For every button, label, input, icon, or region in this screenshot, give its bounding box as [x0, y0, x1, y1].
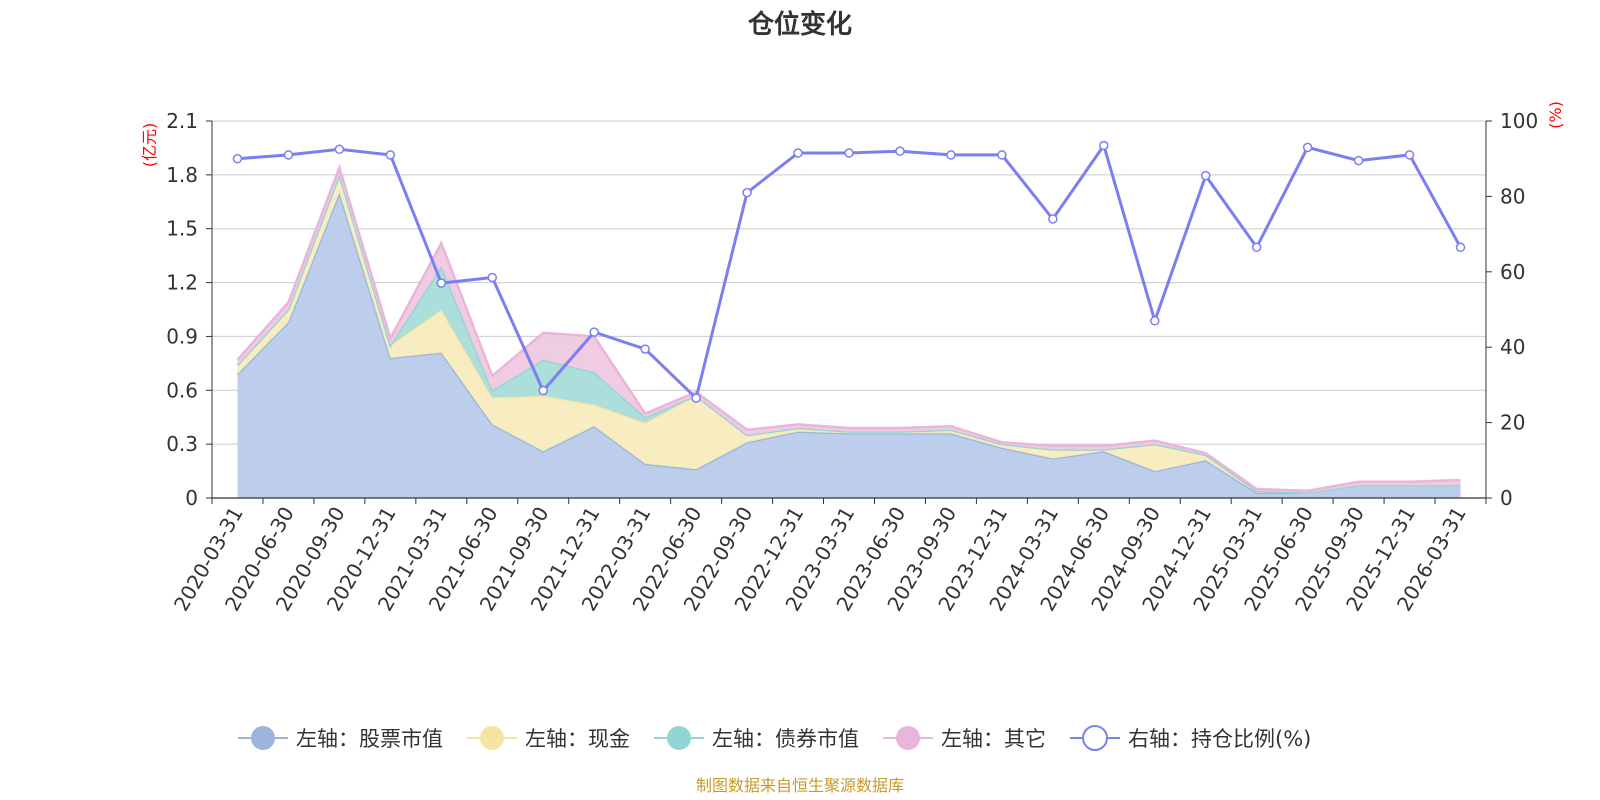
legend-item: 左轴：现金 [467, 726, 630, 751]
area-edge-左轴：其它 [236, 163, 1461, 493]
legend-marker-icon [1082, 725, 1108, 751]
legend-label: 右轴：持仓比例(%) [1128, 727, 1311, 751]
left-axis-unit: (亿元) [140, 123, 159, 168]
legend-marker-icon [480, 726, 504, 750]
right-axis-tick-label: 20 [1500, 411, 1525, 435]
left-axis-tick-label: 0 [185, 486, 198, 510]
position-ratio-point [640, 344, 650, 354]
position-ratio-line [232, 140, 1466, 403]
position-ratio-point [1048, 214, 1058, 224]
right-axis-tick-label: 80 [1500, 184, 1525, 208]
position-ratio-point [1302, 142, 1313, 153]
position-ratio-point [334, 144, 345, 155]
left-axis-tick-label: 0.3 [166, 432, 198, 456]
left-axis-tick-label: 1.2 [166, 271, 198, 295]
position-ratio-point [946, 150, 956, 160]
legend-label: 左轴：其它 [941, 727, 1046, 751]
legend-marker-icon [251, 726, 275, 750]
legend-marker-icon [896, 726, 920, 750]
left-axis-tick-label: 1.5 [166, 217, 198, 241]
chart-title: 仓位变化 [747, 9, 852, 40]
left-axis-tick-label: 0.6 [166, 378, 198, 402]
position-ratio-point [844, 148, 854, 158]
position-ratio-point [691, 393, 701, 403]
legend-item: 左轴：其它 [883, 726, 1046, 751]
stacked-areas [236, 163, 1461, 499]
position-ratio-point [436, 278, 447, 288]
right-axis-tick-label: 0 [1500, 486, 1513, 510]
left-axis-tick-label: 0.9 [166, 324, 198, 348]
legend-label: 左轴：现金 [525, 727, 630, 751]
position-ratio-point [385, 150, 396, 160]
legend-label: 左轴：股票市值 [296, 727, 443, 751]
legend-item: 右轴：持仓比例(%) [1070, 725, 1311, 751]
position-ratio-point [1353, 155, 1364, 166]
position-ratio-point [1150, 316, 1160, 326]
position-ratio-point [232, 153, 243, 164]
legend-label: 左轴：债券市值 [712, 727, 859, 751]
left-axis-tick-label: 1.8 [166, 163, 198, 187]
legend: 左轴：股票市值 左轴：现金 左轴：债券市值 左轴：其它 右轴：持仓比例(%) [238, 725, 1311, 751]
right-axis-tick-label: 100 [1500, 109, 1538, 133]
position-ratio-point [283, 150, 294, 160]
position-ratio-point [793, 148, 803, 158]
position-ratio-point [1251, 242, 1262, 253]
position-ratio-point [1455, 242, 1466, 253]
area-左轴：股票市值 [237, 192, 1461, 499]
position-ratio-point [997, 150, 1007, 160]
position-ratio-point [1404, 150, 1415, 160]
right-axis-unit: (%) [1546, 101, 1565, 129]
position-ratio-point [895, 146, 905, 156]
legend-item: 左轴：股票市值 [238, 726, 443, 751]
right-axis-tick-label: 60 [1500, 260, 1525, 284]
position-ratio-point [538, 385, 548, 396]
legend-marker-icon [667, 726, 691, 750]
right-axis-tick-label: 40 [1500, 335, 1525, 359]
position-ratio-point [487, 272, 498, 283]
legend-item: 左轴：债券市值 [654, 726, 859, 751]
position-ratio-point [1200, 170, 1211, 181]
left-axis-tick-label: 2.1 [166, 109, 198, 133]
position-ratio-point [1099, 140, 1109, 151]
data-source-note: 制图数据来自恒生聚源数据库 [696, 776, 904, 795]
position-ratio-point [742, 187, 752, 198]
position-ratio-point [589, 327, 599, 337]
area-左轴：现金 [237, 174, 1461, 493]
